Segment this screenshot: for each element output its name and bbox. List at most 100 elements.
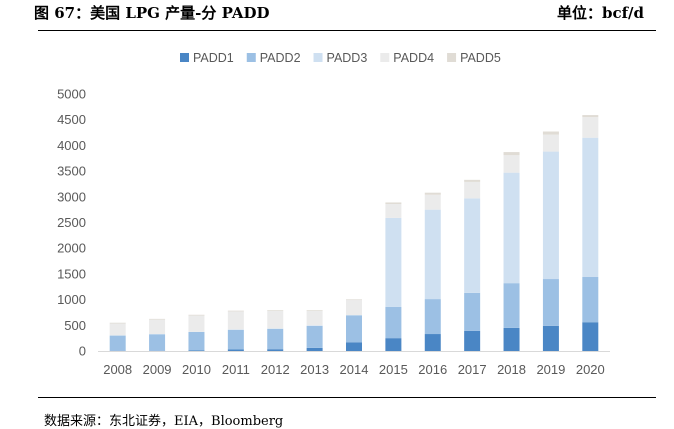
y-tick-label: 2000 [57,241,86,256]
bar-segment-padd3 [346,315,362,316]
y-tick-label: 1000 [57,292,86,307]
bar-segment-padd3 [267,328,283,329]
bar-segment-padd3 [504,173,520,284]
bar-segment-padd4 [346,300,362,315]
x-tick-label: 2013 [300,362,329,377]
x-axis: 2008 2009 2010 2011 2012 2013 2014 2015 2016 2017… [98,352,610,378]
bar-segment-padd2 [582,277,598,322]
y-tick-label: 0 [79,344,86,359]
bar-segment-padd1 [504,328,520,351]
bar-segment-padd3 [464,198,480,293]
bar-segment-padd2 [504,283,520,328]
bar-segment-padd5 [504,152,520,155]
legend-label-padd4: PADD4 [393,51,434,65]
bar-segment-padd3 [582,138,598,277]
bar-segment-padd2 [425,299,441,334]
bar-segment-padd4 [582,117,598,138]
y-tick-label: 4500 [57,112,86,127]
x-tick-label: 2016 [418,362,447,377]
bar-segment-padd4 [385,204,401,218]
legend-swatch-padd5 [447,53,456,62]
y-tick-label: 3000 [57,189,86,204]
stacked-bar-chart: PADD1 PADD2 PADD3 PADD4 PADD5 0 500 1000 1500 20… [0,0,674,400]
bar-segment-padd2 [228,330,244,350]
x-tick-label: 2012 [261,362,290,377]
bar-segment-padd3 [425,210,441,299]
legend-swatch-padd1 [180,53,189,62]
bar-segment-padd1 [425,334,441,351]
x-tick-label: 2009 [143,362,172,377]
bar-segment-padd2 [188,332,204,351]
bar-segment-padd5 [543,132,559,135]
bar-segment-padd5 [110,323,126,324]
bar-series-group [110,115,599,351]
bar-segment-padd4 [504,155,520,172]
bar-segment-padd1 [188,350,204,351]
bar-segment-padd2 [543,279,559,326]
bar-segment-padd4 [228,311,244,329]
bar-segment-padd1 [385,338,401,351]
bar-segment-padd2 [149,334,165,350]
y-tick-label: 3500 [57,164,86,179]
x-tick-label: 2019 [536,362,565,377]
bar-segment-padd4 [267,311,283,328]
bar-segment-padd1 [543,326,559,351]
bar-segment-padd5 [307,310,323,311]
legend-label-padd1: PADD1 [193,51,234,65]
bar-segment-padd4 [149,320,165,334]
bar-segment-padd5 [188,315,204,316]
bottom-divider [38,397,656,398]
bar-segment-padd5 [425,193,441,195]
bar-segment-padd5 [228,311,244,312]
bar-segment-padd4 [110,324,126,336]
x-tick-label: 2020 [576,362,605,377]
x-tick-label: 2010 [182,362,211,377]
x-tick-label: 2018 [497,362,526,377]
bar-segment-padd4 [464,182,480,198]
bar-segment-padd3 [307,325,323,326]
x-tick-label: 2017 [458,362,487,377]
legend-label-padd5: PADD5 [460,51,501,65]
legend-swatch-padd2 [247,53,256,62]
bar-segment-padd3 [228,329,244,330]
bar-segment-padd1 [582,322,598,351]
legend-label-padd3: PADD3 [327,51,368,65]
bar-segment-padd1 [346,342,362,351]
y-tick-label: 5000 [57,87,86,102]
x-tick-label: 2011 [222,362,250,377]
data-source-note: 数据来源：东北证券，EIA，Bloomberg [44,410,283,429]
bar-segment-padd1 [267,349,283,351]
x-tick-label: 2008 [103,362,132,377]
legend-swatch-padd3 [314,53,323,62]
x-tick-label: 2015 [379,362,408,377]
bar-segment-padd2 [307,326,323,348]
bar-segment-padd2 [464,293,480,331]
bar-segment-padd1 [228,349,244,351]
bar-segment-padd5 [346,299,362,300]
y-tick-label: 4000 [57,138,86,153]
bar-segment-padd3 [385,218,401,307]
bar-segment-padd4 [188,316,204,332]
bar-segment-padd4 [543,135,559,152]
bar-segment-padd2 [346,316,362,343]
bar-segment-padd4 [307,311,323,325]
legend-swatch-padd4 [380,53,389,62]
bar-segment-padd2 [110,336,126,351]
chart-legend: PADD1 PADD2 PADD3 PADD4 PADD5 [180,51,501,65]
bar-segment-padd5 [149,319,165,320]
y-tick-label: 500 [64,318,86,333]
x-tick-label: 2014 [340,362,369,377]
bar-segment-padd1 [307,348,323,351]
bar-segment-padd2 [385,307,401,338]
bar-segment-padd5 [582,115,598,117]
bar-segment-padd5 [464,180,480,182]
bar-segment-padd3 [543,152,559,279]
bar-segment-padd1 [464,331,480,351]
bar-segment-padd4 [425,195,441,210]
y-tick-label: 1500 [57,266,86,281]
bar-segment-padd2 [267,329,283,349]
legend-label-padd2: PADD2 [260,51,301,65]
bar-segment-padd5 [267,310,283,311]
bar-segment-padd5 [385,202,401,204]
